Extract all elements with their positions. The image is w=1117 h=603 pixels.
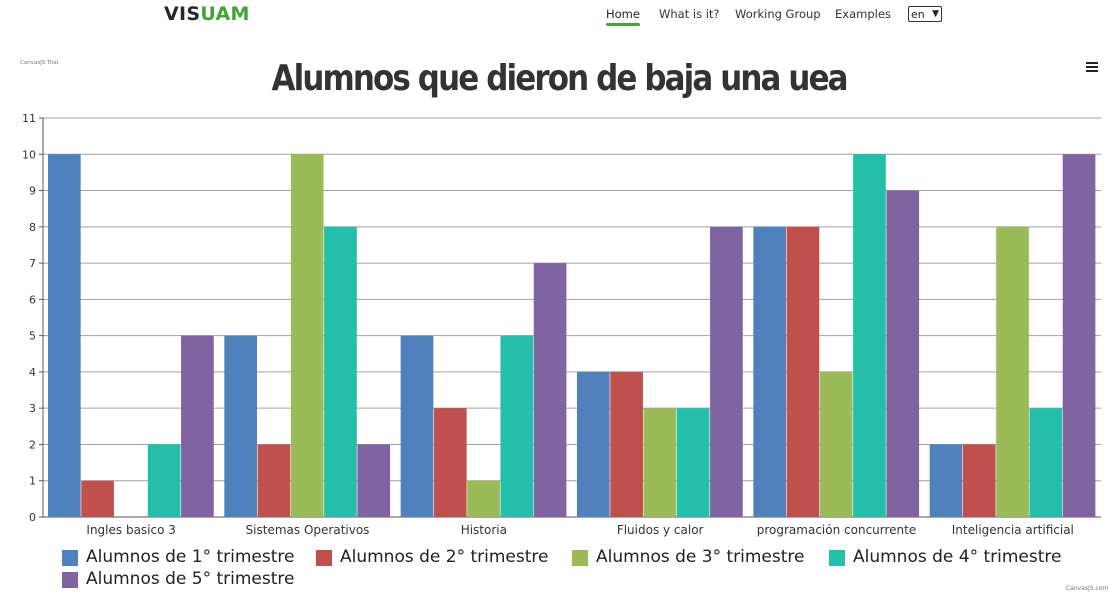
legend-label: Alumnos de 1° trimestre [86,547,295,567]
bar[interactable] [610,372,643,517]
bar[interactable] [853,154,886,517]
y-tick-label: 6 [29,293,36,306]
legend-label: Alumnos de 4° trimestre [853,547,1062,567]
y-tick-label: 0 [29,511,36,524]
legend-label: Alumnos de 2° trimestre [340,547,549,567]
y-tick-label: 11 [22,112,36,125]
y-tick-label: 5 [29,330,36,343]
bar[interactable] [710,227,743,517]
x-tick-label: Historia [461,523,507,537]
bar[interactable] [224,336,257,517]
y-tick-label: 7 [29,257,36,270]
bar[interactable] [324,227,357,517]
x-tick-label: Fluidos y calor [617,523,704,537]
bar[interactable] [81,481,114,517]
legend-swatch [316,550,332,566]
y-tick-label: 3 [29,402,36,415]
bar[interactable] [644,408,677,517]
y-tick-label: 2 [29,438,36,451]
legend-swatch [829,550,845,566]
bar[interactable] [753,227,786,517]
bar[interactable] [401,336,434,517]
y-tick-label: 8 [29,221,36,234]
bar[interactable] [258,444,291,517]
bar[interactable] [930,444,963,517]
bar[interactable] [357,444,390,517]
x-tick-label: programación concurrente [757,523,917,537]
bar[interactable] [963,444,996,517]
bar[interactable] [1029,408,1062,517]
y-tick-label: 1 [29,475,36,488]
bar[interactable] [467,481,500,517]
bar[interactable] [996,227,1029,517]
bar[interactable] [1063,154,1096,517]
legend-swatch [62,572,78,588]
legend-swatch [572,550,588,566]
bar[interactable] [148,444,181,517]
bar[interactable] [886,191,919,517]
y-tick-label: 4 [29,366,36,379]
x-tick-label: Ingles basico 3 [86,523,176,537]
legend-label: Alumnos de 3° trimestre [596,547,805,567]
bar[interactable] [677,408,710,517]
bar[interactable] [534,263,567,517]
bar[interactable] [291,154,324,517]
bar[interactable] [500,336,533,517]
legend-swatch [62,550,78,566]
bar[interactable] [577,372,610,517]
bar[interactable] [181,336,214,517]
bar[interactable] [820,372,853,517]
y-tick-label: 10 [22,148,36,161]
bar[interactable] [48,154,81,517]
bar[interactable] [434,408,467,517]
legend-label: Alumnos de 5° trimestre [86,569,295,589]
x-tick-label: Inteligencia artificial [952,523,1074,537]
credits-link[interactable]: CanvasJS.com [1066,585,1108,592]
x-tick-label: Sistemas Operativos [246,523,370,537]
y-tick-label: 9 [29,185,36,198]
bar-chart: 0 1 2 3 4 5 6 7 8 9 10 11 Ingles basico 3 Sistemas Op… [0,0,1117,545]
bar[interactable] [787,227,820,517]
